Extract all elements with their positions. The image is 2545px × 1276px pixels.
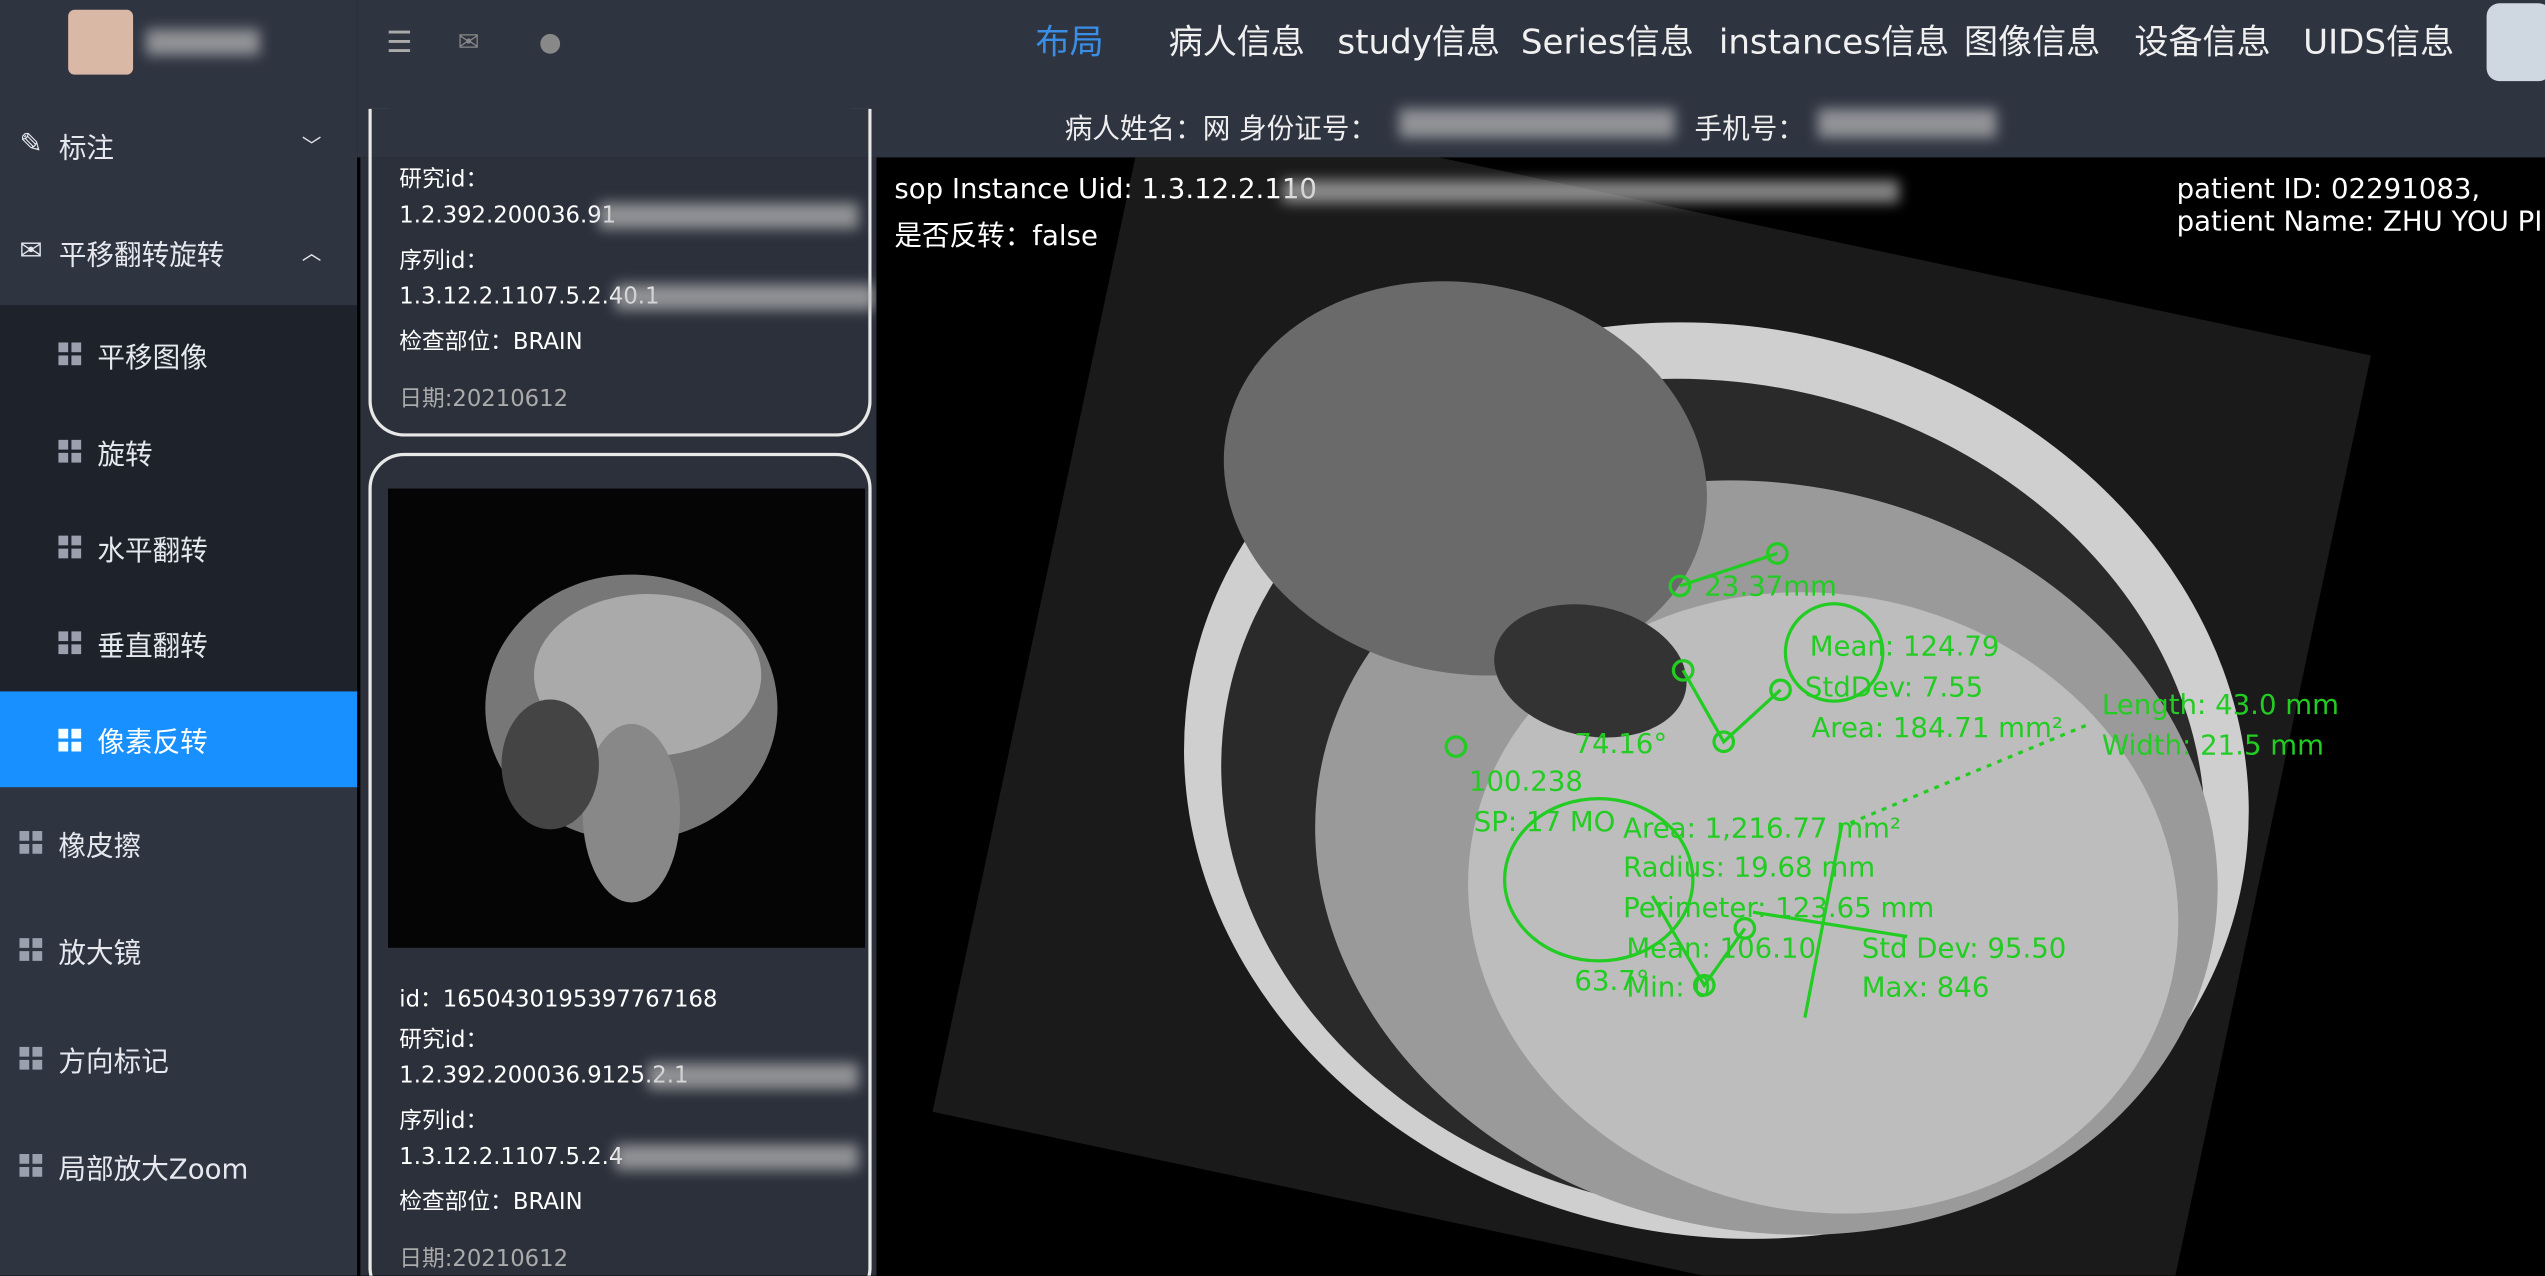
image-viewer[interactable]: 23.37mm Mean: 124.79 StdDev: 7.55 Area: 184… xyxy=(876,157,2545,1276)
submenu-item[interactable]: 旋转 xyxy=(0,416,357,487)
card-text: 1.2.392.200036.9125.2.1 xyxy=(399,1063,689,1090)
card-text: 检查部位：BRAIN xyxy=(399,329,583,356)
annotation-label: Mean: 106.10 xyxy=(1626,932,1816,965)
annotation-label: 23.37mm xyxy=(1704,570,1837,603)
menu-label: 平移翻转旋转 xyxy=(58,239,225,272)
nav-item[interactable]: instances信息 xyxy=(1718,22,1950,62)
menu-label: 垂直翻转 xyxy=(97,630,208,664)
redacted xyxy=(598,202,859,229)
annotation-label: Mean: 124.79 xyxy=(1810,630,2000,663)
submenu-item[interactable]: 垂直翻转 xyxy=(0,607,357,678)
annotation-label: SP: 17 MO xyxy=(1474,805,1616,838)
annotation-label: 74.16° xyxy=(1574,727,1667,760)
series-card[interactable]: id：1650430195397767168 研究id： 1.2.392.200… xyxy=(368,452,872,1276)
menu-label: 平移图像 xyxy=(97,341,208,375)
patient-label: 病人姓名：网 身份证号： xyxy=(1064,113,1378,147)
redacted xyxy=(1282,180,1900,203)
menu-item[interactable]: ✉ 平移翻转旋转 ︿ xyxy=(0,211,357,292)
nav-item[interactable]: Series信息 xyxy=(1520,22,1694,62)
card-text: 1.2.392.200036.91 xyxy=(399,202,617,229)
annotation-label: 63.7° xyxy=(1574,964,1649,997)
card-text: id：1650430195397767168 xyxy=(399,986,718,1013)
menu-label: 水平翻转 xyxy=(97,534,208,568)
redacted xyxy=(615,284,875,311)
card-text: 序列id： xyxy=(399,1108,489,1135)
submenu-item-active[interactable]: 像素反转 xyxy=(0,691,358,788)
patient-name: patient Name: ZHU YOU PIN xyxy=(2176,206,2545,239)
annotation-label: 100.238 xyxy=(1469,764,1583,797)
series-card[interactable]: 研究id： 1.2.392.200036.91 序列id： 1.3.12.2.1… xyxy=(368,108,875,437)
card-date: 日期:20210612 xyxy=(399,386,569,413)
nav-item[interactable]: 图像信息 xyxy=(1963,22,2101,62)
phone-label: 手机号： xyxy=(1694,113,1805,147)
collapse-icon[interactable]: ☰ xyxy=(386,25,413,61)
redacted xyxy=(1817,108,1997,138)
thumbnail xyxy=(387,488,866,948)
patient-bar: 病人姓名：网 身份证号： 手机号： xyxy=(357,89,2545,157)
submenu xyxy=(0,305,358,692)
menu-label: 像素反转 xyxy=(97,727,208,760)
annotation-label: StdDev: 7.55 xyxy=(1805,670,1983,703)
nav-item[interactable]: 病人信息 xyxy=(1168,22,1305,62)
submenu-item[interactable]: 水平翻转 xyxy=(0,511,357,582)
menu-label: 标注 xyxy=(58,132,115,165)
menu-item[interactable]: 橡皮擦 xyxy=(0,807,357,878)
submenu-item[interactable]: 平移图像 xyxy=(0,318,357,389)
nav-item[interactable]: UIDS信息 xyxy=(2303,22,2455,62)
invert-status: 是否反转：false xyxy=(894,220,1098,254)
redacted xyxy=(647,1063,859,1090)
annotation-label: Area: 1,216.77 mm² xyxy=(1623,812,1901,845)
patient-id: patient ID: 02291083, xyxy=(2176,173,2481,207)
menu-item[interactable]: 局部放大Zoom xyxy=(0,1130,357,1201)
card-date: 日期:20210612 xyxy=(399,1246,569,1273)
annotation-label: Radius: 19.68 mm xyxy=(1623,850,1875,883)
menu-label: 方向标记 xyxy=(58,1046,169,1079)
menu-item[interactable]: 方向标记 xyxy=(0,1023,357,1094)
user-avatar[interactable] xyxy=(2486,3,2545,82)
redacted xyxy=(146,29,260,56)
avatar[interactable] xyxy=(68,9,134,75)
annotation-label: Min: 0 xyxy=(1626,971,1711,1004)
check-icon[interactable]: ● xyxy=(538,25,562,57)
annotation-label: Length: 43.0 mm xyxy=(2102,688,2339,721)
annotation-label: Max: 846 xyxy=(1862,971,1990,1004)
menu-label: 局部放大Zoom xyxy=(58,1153,249,1186)
card-text: 检查部位：BRAIN xyxy=(399,1189,583,1216)
redacted xyxy=(1399,108,1676,138)
menu-label: 橡皮擦 xyxy=(58,830,142,863)
header: ☰ ✉ ● 布局 病人信息 study信息 Series信息 instances信息 图像… xyxy=(357,0,2545,158)
annotation-label: Std Dev: 95.50 xyxy=(1862,932,2067,965)
annotation-label: Area: 184.71 mm² xyxy=(1811,711,2063,744)
annotation-label: Width: 21.5 mm xyxy=(2102,729,2324,762)
menu-item[interactable]: ✎ 标注 ﹀ xyxy=(0,104,357,185)
redacted xyxy=(615,1144,859,1171)
nav-item[interactable]: study信息 xyxy=(1337,22,1501,62)
card-text: 1.3.12.2.1107.5.2.4 xyxy=(399,1144,624,1171)
nav-item[interactable]: 设备信息 xyxy=(2134,22,2271,62)
menu-label: 旋转 xyxy=(97,439,153,472)
nav-item[interactable]: 布局 xyxy=(1035,22,1104,62)
annotation-label: Perimeter: 123.65 mm xyxy=(1623,891,1934,924)
card-text: 序列id： xyxy=(399,248,489,275)
card-text: 研究id： xyxy=(399,167,489,194)
sop-uid: sop Instance Uid: 1.3.12.2.110 xyxy=(894,173,1317,207)
sidebar: ✎ 标注 ﹀ ✉ 平移翻转旋转 ︿ 平移图像 旋转 水平翻转 垂直翻转 像素反转 橡皮擦… xyxy=(0,0,358,1276)
menu-label: 放大镜 xyxy=(58,937,142,970)
menu-item[interactable]: 放大镜 xyxy=(0,914,357,985)
series-list: 研究id： 1.2.392.200036.91 序列id： 1.3.12.2.1… xyxy=(360,108,877,1276)
mri-image xyxy=(932,157,2371,1276)
card-text: 研究id： xyxy=(399,1027,489,1054)
mail-icon[interactable]: ✉ xyxy=(457,25,480,57)
annotations[interactable]: 23.37mm Mean: 124.79 StdDev: 7.55 Area: 184… xyxy=(876,157,2545,1275)
